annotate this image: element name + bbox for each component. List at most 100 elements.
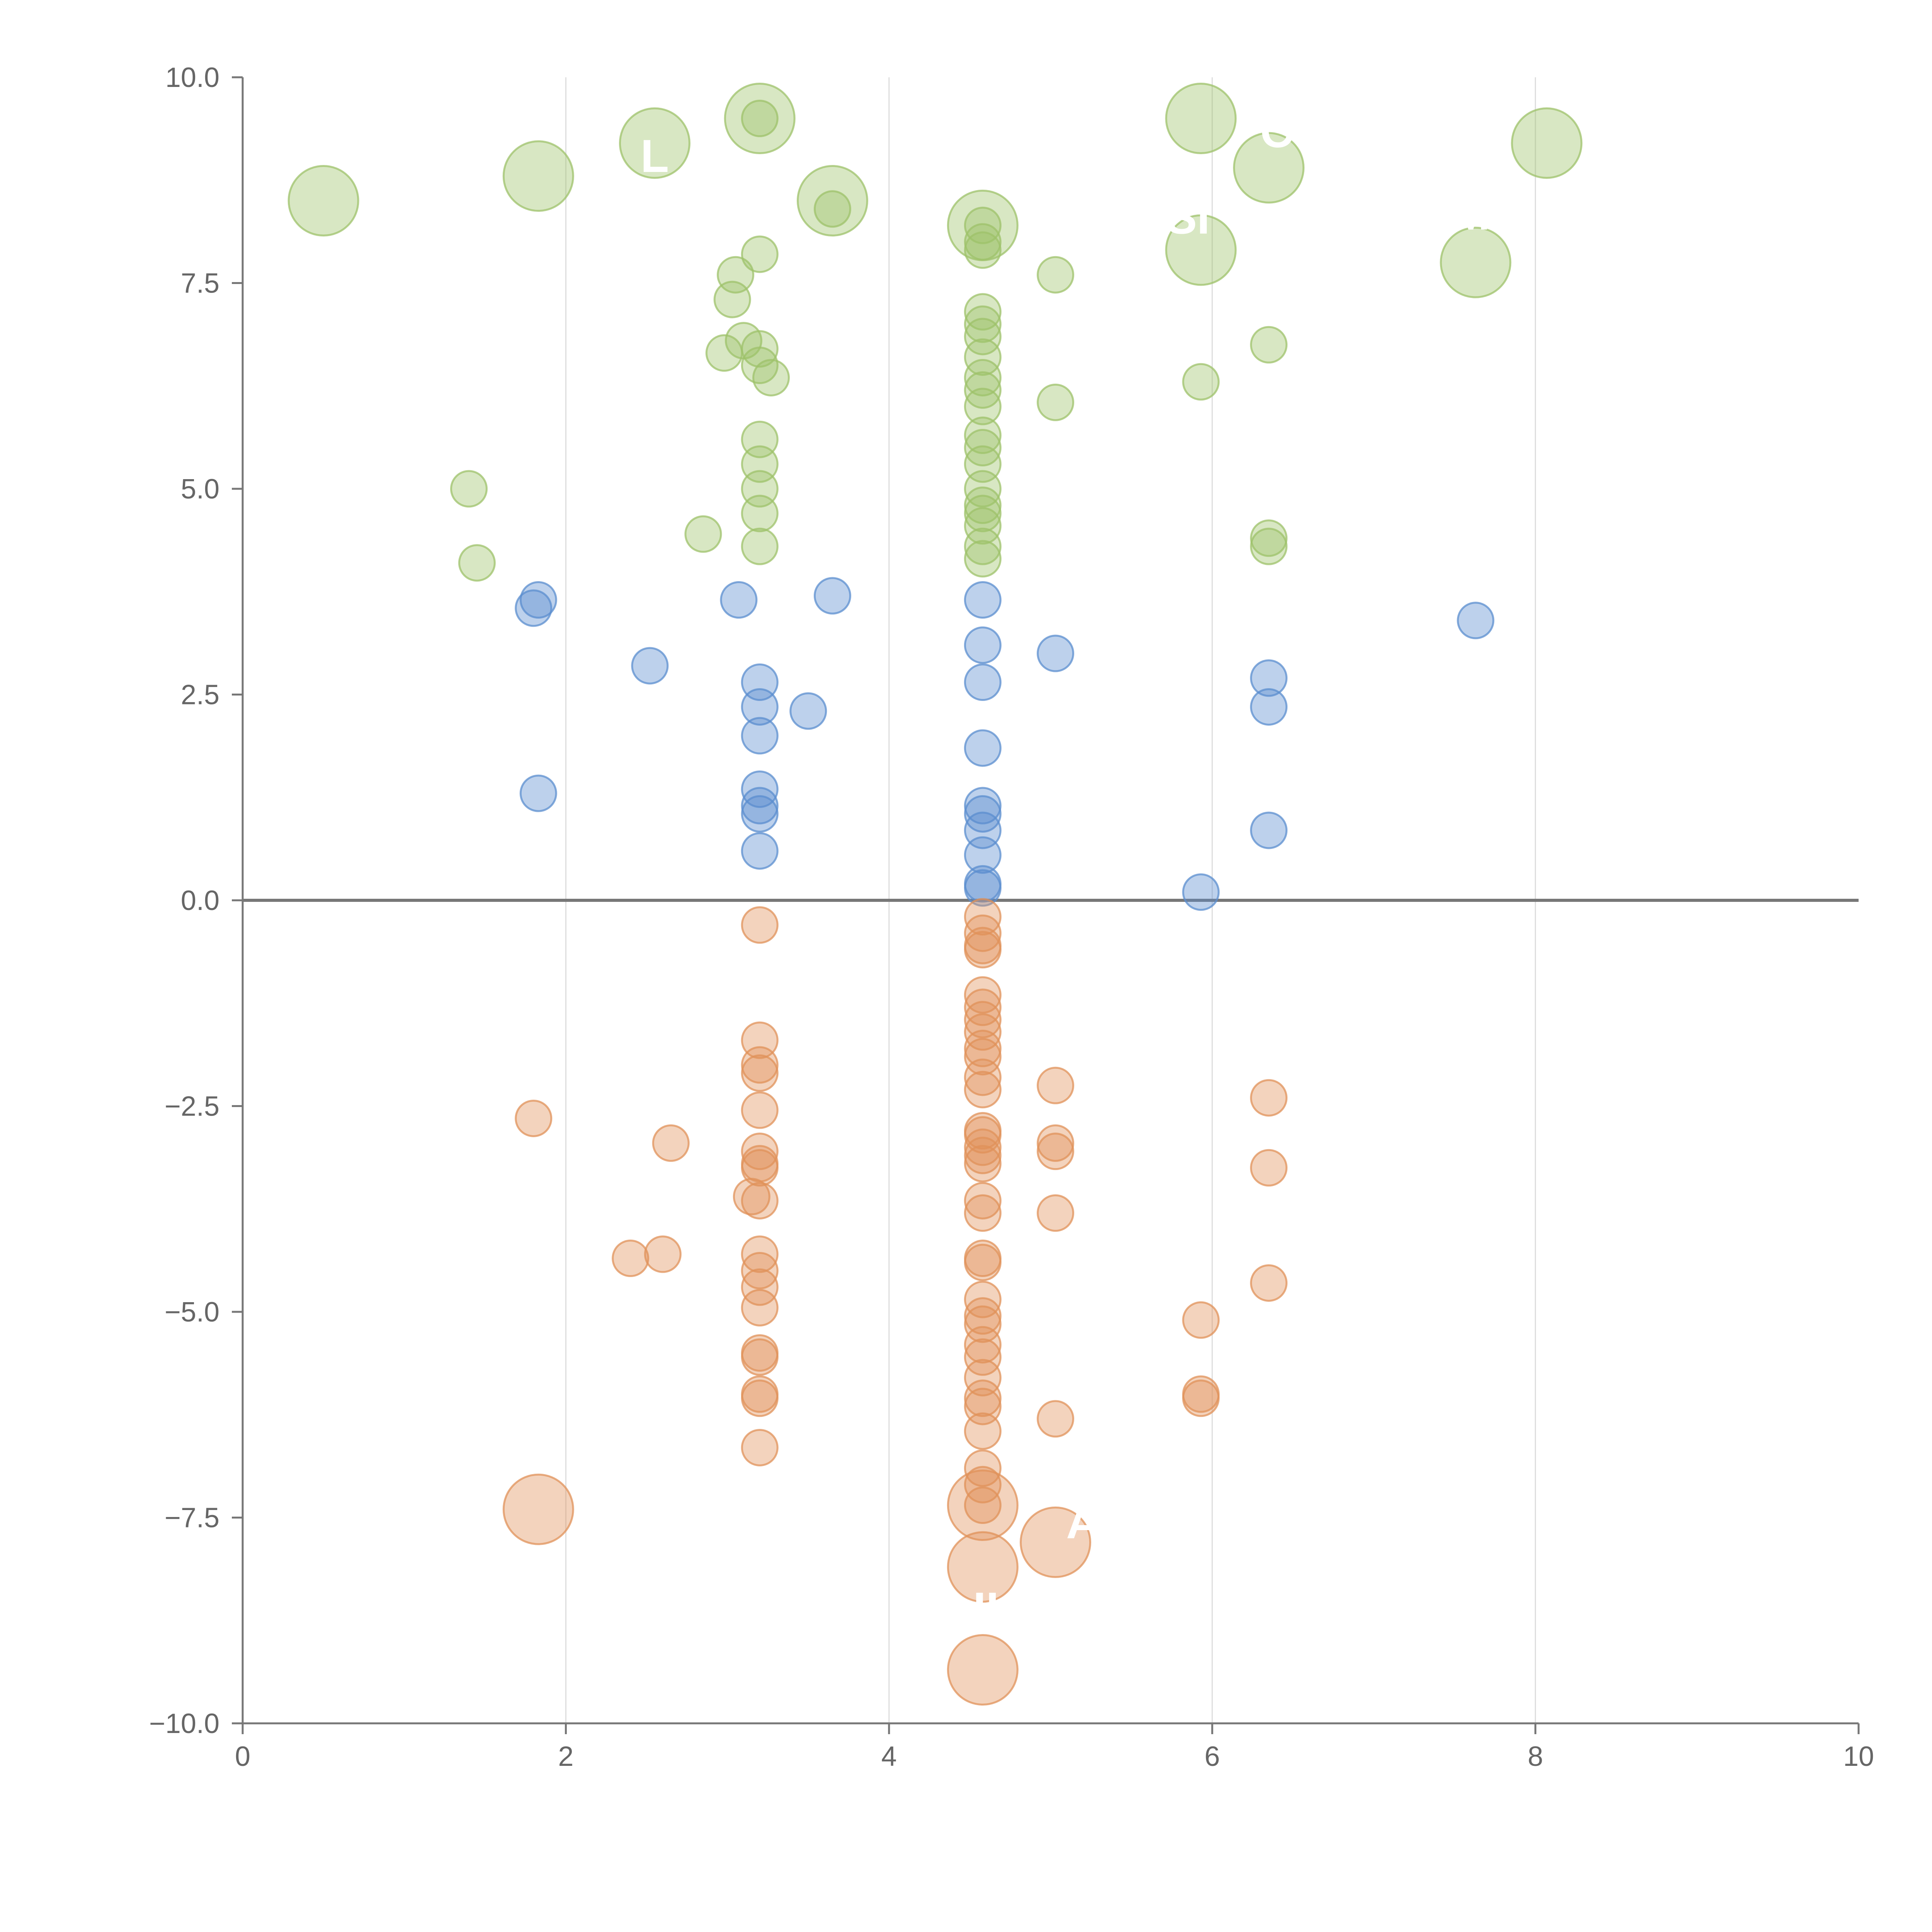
positive-high-bubble [1511, 107, 1583, 179]
negative-bubble [964, 1182, 1002, 1219]
x-tick-label: 6 [1204, 1741, 1220, 1772]
negative-bubble [964, 1116, 1002, 1154]
negative-bubble [964, 1038, 1002, 1076]
negative-bubble [964, 1297, 1002, 1335]
negative-bubble [964, 1466, 1002, 1503]
positive-low-bubble [964, 729, 1002, 767]
negative-bubble [964, 1071, 1002, 1109]
negative-bubble [964, 931, 1002, 969]
x-tick-label: 0 [235, 1741, 250, 1772]
negative-bubble [964, 914, 1002, 952]
negative-bubble [1037, 1194, 1075, 1232]
y-tick-label: −7.5 [165, 1503, 219, 1534]
positive-high-bubble [458, 544, 496, 582]
negative-bubble [964, 1486, 1002, 1524]
negative-bubble [1182, 1379, 1220, 1417]
positive-high-bubble [287, 165, 359, 236]
negative-bubble [947, 1469, 1019, 1541]
bubble-labels: SI C M L A II P [534, 105, 1490, 1634]
positive-low-bubble [1250, 659, 1288, 697]
negative-bubble [1037, 1400, 1075, 1438]
positive-low-bubble [741, 787, 779, 825]
negative-bubble [515, 1099, 553, 1137]
x-tick-label: 8 [1528, 1741, 1543, 1772]
negative-bubble [964, 1128, 1002, 1166]
y-tick-label: −5.0 [165, 1297, 219, 1328]
bubbles [287, 83, 1583, 1706]
negative-bubble [1037, 1066, 1075, 1104]
y-tick-label: 0.0 [181, 885, 219, 916]
negative-bubble [741, 1054, 779, 1092]
positive-low-bubble [720, 581, 758, 619]
negative-bubble [964, 1136, 1002, 1174]
negative-bubble [741, 1091, 779, 1129]
x-tick-label: 10 [1843, 1741, 1874, 1772]
negative-bubble [964, 1379, 1002, 1417]
bubble-label: SI [1166, 192, 1210, 244]
negative-bubble [652, 1124, 690, 1162]
positive-high-bubble [1233, 132, 1305, 204]
negative-bubble [1250, 1264, 1288, 1302]
positive-high-bubble [1250, 326, 1288, 364]
x-tick-label: 4 [881, 1741, 897, 1772]
positive-low-bubble [519, 774, 557, 812]
negative-bubble [964, 1449, 1002, 1487]
negative-bubble [741, 1252, 779, 1289]
negative-bubble [964, 1145, 1002, 1183]
positive-low-bubble [741, 832, 779, 870]
negative-bubble [964, 1359, 1002, 1396]
positive-high-bubble [752, 359, 790, 396]
bubble-label: C [1260, 105, 1294, 157]
positive-high-bubble [713, 281, 751, 318]
negative-bubble [741, 1338, 779, 1376]
positive-high-bubble [964, 223, 1002, 261]
positive-low-bubble [1457, 602, 1495, 639]
positive-high-bubble [1037, 256, 1075, 294]
negative-bubble [947, 1634, 1019, 1706]
negative-bubble [964, 1243, 1002, 1281]
y-tick-label: −10.0 [149, 1708, 219, 1739]
positive-high-bubble [724, 83, 796, 154]
positive-high-bubble [1440, 226, 1512, 298]
negative-bubble [964, 1194, 1002, 1232]
negative-bubble [741, 1289, 779, 1327]
axes: 10.0 7.5 5.0 2.5 0.0 −2.5 −5.0 −7.5 −10.0 0 2 4 6 8 10 [149, 62, 1874, 1772]
negative-bubble [964, 1305, 1002, 1343]
positive-low-bubble [1037, 634, 1075, 672]
positive-high-bubble [1250, 519, 1288, 557]
positive-high-bubble [964, 338, 1002, 376]
positive-high-bubble [1250, 527, 1288, 565]
positive-high-bubble [964, 417, 1002, 454]
negative-bubble [964, 1338, 1002, 1376]
positive-low-bubble [1182, 873, 1220, 911]
positive-low-bubble [1250, 688, 1288, 726]
positive-low-bubble [964, 836, 1002, 874]
bubble-label: M [1451, 188, 1490, 240]
positive-high-bubble [741, 495, 779, 532]
y-tick-label: 2.5 [181, 680, 219, 711]
bubble-label: L [641, 130, 669, 182]
positive-high-bubble [1182, 363, 1220, 401]
positive-high-bubble [684, 515, 722, 553]
positive-low-bubble [964, 663, 1002, 701]
negative-bubble [612, 1240, 650, 1277]
positive-low-bubble [631, 647, 669, 685]
negative-bubble [1182, 1301, 1220, 1339]
negative-bubble [1250, 1079, 1288, 1117]
positive-high-bubble [705, 334, 743, 372]
positive-low-bubble [813, 577, 851, 615]
positive-low-bubble [741, 688, 779, 726]
negative-bubble [1020, 1506, 1092, 1578]
negative-bubble [741, 1429, 779, 1466]
negative-bubble [964, 1326, 1002, 1364]
negative-bubble [947, 1531, 1019, 1603]
negative-bubble [741, 906, 779, 944]
positive-high-bubble [964, 371, 1002, 409]
y-tick-label: 5.0 [181, 474, 219, 505]
negative-bubble [1037, 1124, 1075, 1162]
positive-low-bubble [964, 581, 1002, 619]
positive-high-bubble [741, 235, 779, 273]
negative-bubble [741, 1182, 779, 1219]
positive-low-bubble [789, 692, 827, 730]
